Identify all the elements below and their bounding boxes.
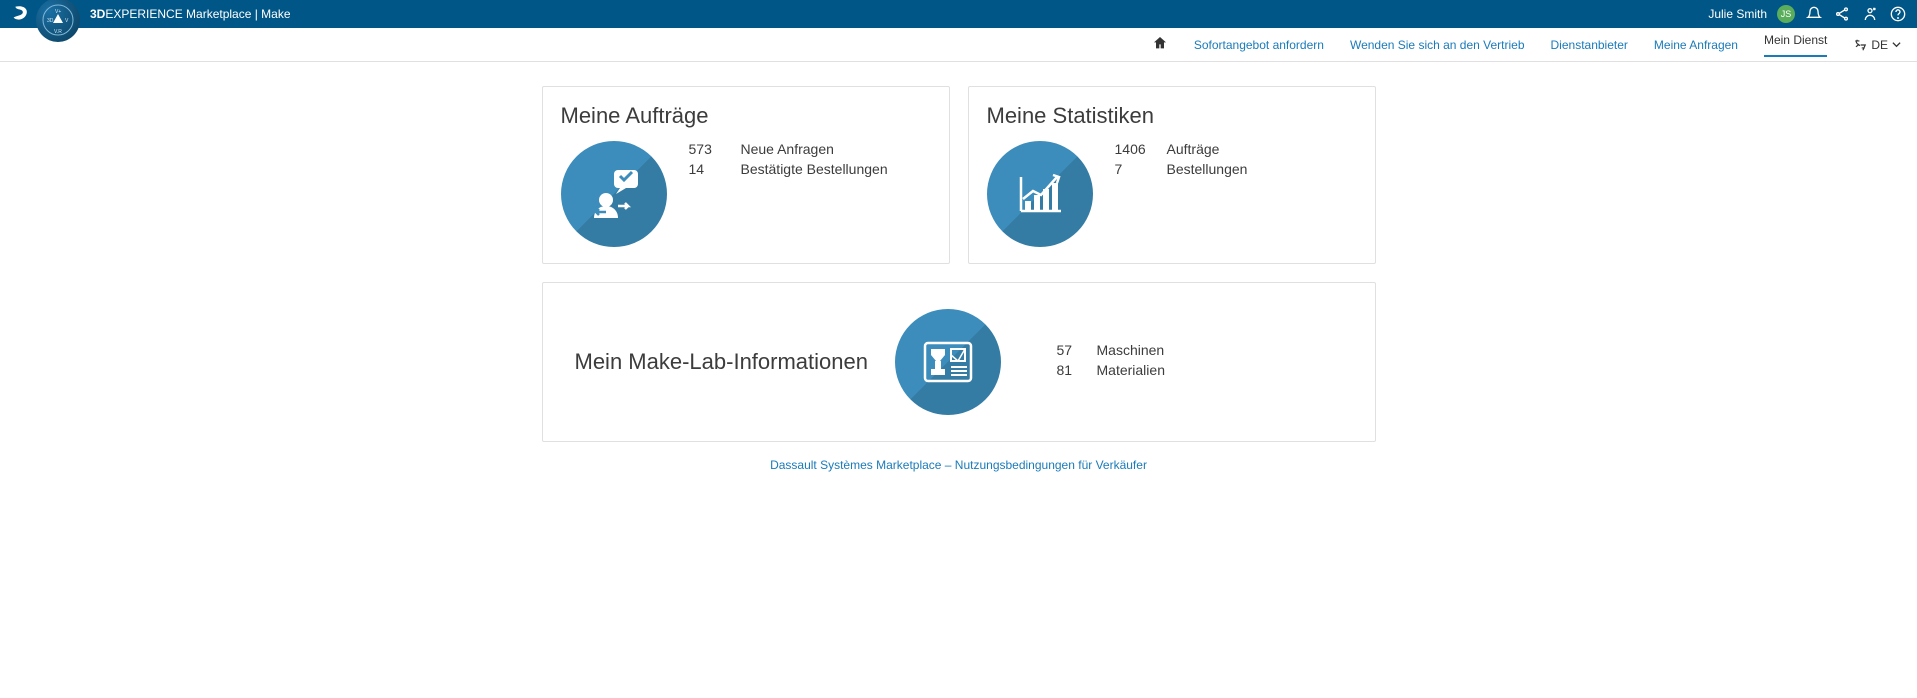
footer-terms-link[interactable]: Dassault Systèmes Marketplace – Nutzungs… [770,458,1147,472]
stat-label: Bestellungen [1167,161,1248,177]
card-make-lab[interactable]: Mein Make-Lab-Informationen 57Maschinen … [542,282,1376,442]
user-name: Julie Smith [1708,7,1767,21]
home-icon[interactable] [1152,35,1168,54]
svg-text:V+: V+ [55,9,61,15]
navbar: Sofortangebot anfordern Wenden Sie sich … [0,28,1917,62]
orders-icon [561,141,667,247]
stat-label: Neue Anfragen [741,141,834,157]
language-selector[interactable]: DE [1853,38,1901,52]
stat-label: Maschinen [1097,342,1165,358]
content: Meine Aufträge 573 Neue Anfragen 14 Bestät… [539,86,1379,442]
compass-icon[interactable]: 3D V V+ V.R [36,0,80,42]
nav-my-requests[interactable]: Meine Anfragen [1654,38,1738,52]
nav-instant-quote[interactable]: Sofortangebot anfordern [1194,38,1324,52]
svg-text:V: V [65,18,69,24]
nav-my-service[interactable]: Mein Dienst [1764,33,1827,57]
stat-value: 1406 [1115,141,1155,157]
stat-value: 14 [689,161,729,177]
stat-value: 573 [689,141,729,157]
stat-value: 57 [1057,342,1085,358]
svg-text:V.R: V.R [54,29,62,35]
stat-value: 81 [1057,362,1085,378]
person-icon[interactable] [1861,5,1879,23]
stat-label: Aufträge [1167,141,1220,157]
app-title: 3DEXPERIENCE Marketplace | Make [90,7,291,21]
footer: Dassault Systèmes Marketplace – Nutzungs… [0,458,1917,472]
card-my-statistics[interactable]: Meine Statistiken 1406 Aufträge 7 Bestellu… [968,86,1376,264]
topbar: 3D V V+ V.R 3DEXPERIENCE Marketplace | M… [0,0,1917,28]
user-avatar[interactable]: JS [1777,5,1795,23]
card-title: Meine Aufträge [561,103,931,129]
share-icon[interactable] [1833,5,1851,23]
stat-label: Materialien [1097,362,1165,378]
ds-logo-icon [10,3,32,25]
card-title: Mein Make-Lab-Informationen [575,349,895,375]
nav-contact-sales[interactable]: Wenden Sie sich an den Vertrieb [1350,38,1525,52]
nav-providers[interactable]: Dienstanbieter [1551,38,1628,52]
card-title: Meine Statistiken [987,103,1357,129]
stat-value: 7 [1115,161,1155,177]
stat-label: Bestätigte Bestellungen [741,161,888,177]
svg-text:3D: 3D [47,18,54,24]
bell-icon[interactable] [1805,5,1823,23]
lab-icon [895,309,1001,415]
card-my-orders[interactable]: Meine Aufträge 573 Neue Anfragen 14 Bestät… [542,86,950,264]
statistics-icon [987,141,1093,247]
help-icon[interactable] [1889,5,1907,23]
